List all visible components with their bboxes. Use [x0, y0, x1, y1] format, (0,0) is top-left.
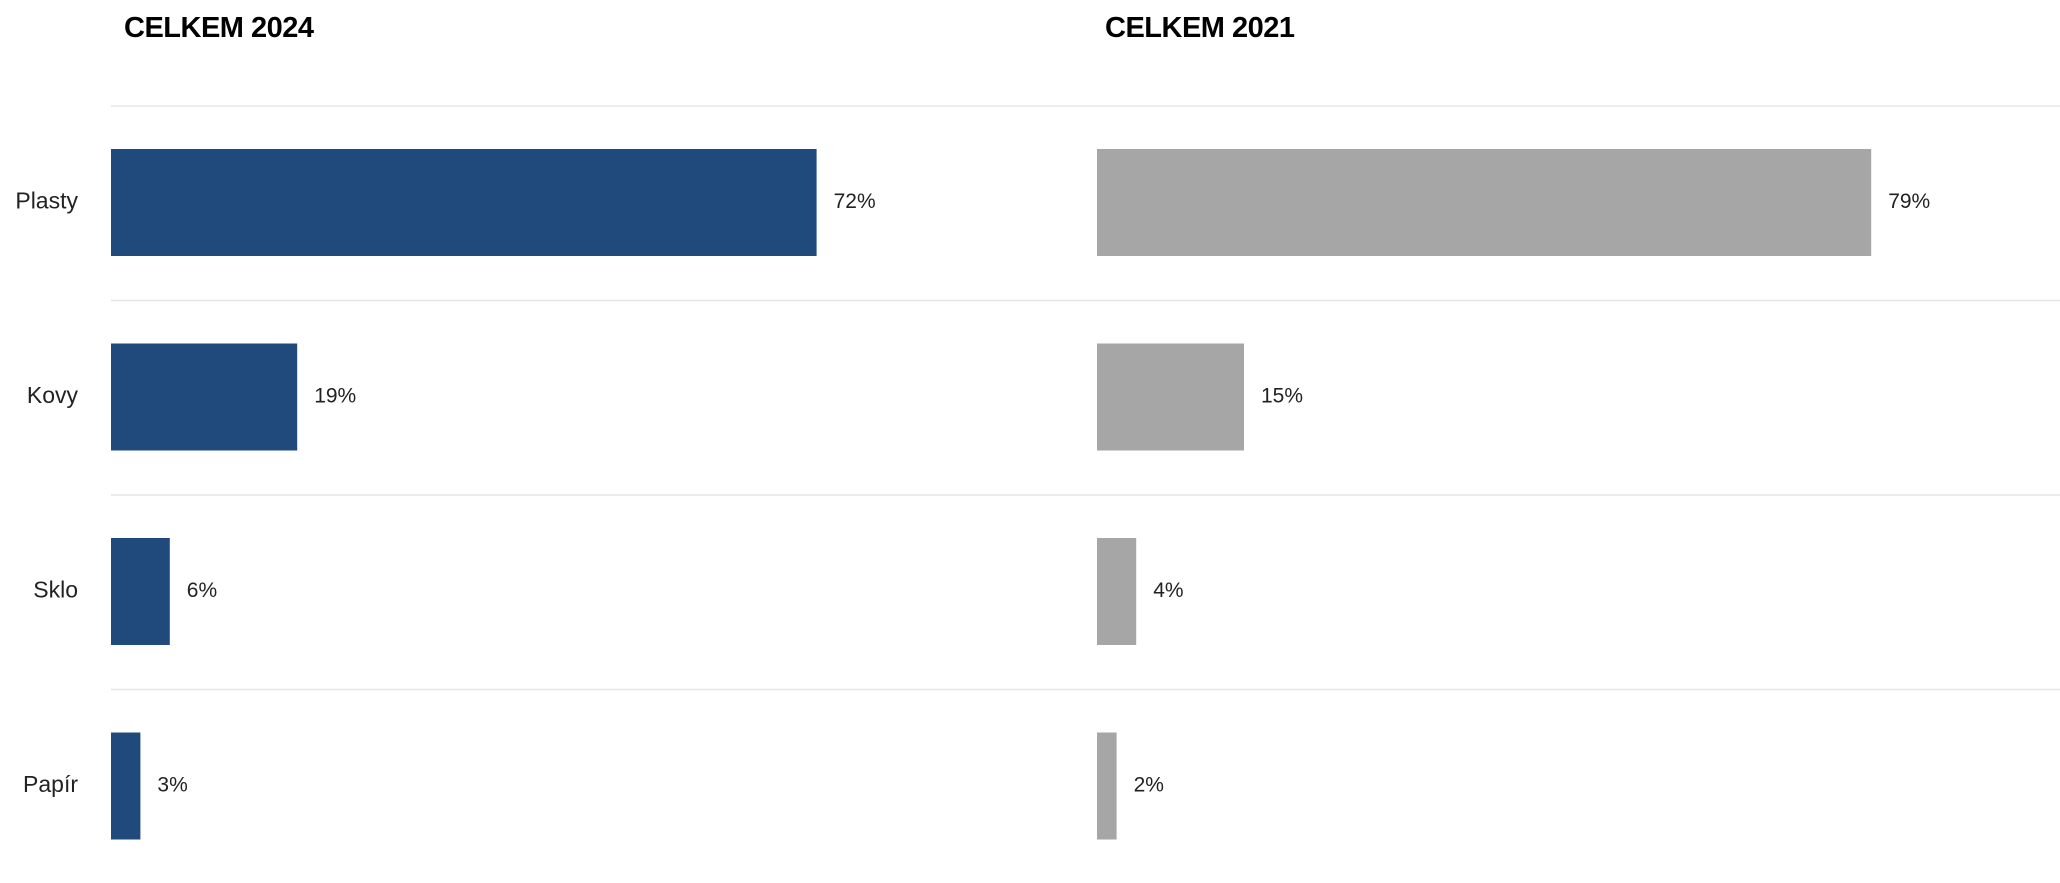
value-label-celkem-2021-papir: 2% [1134, 774, 1164, 797]
bar-celkem-2021-kovy [1097, 343, 1244, 451]
value-label-celkem-2021-kovy: 15% [1261, 385, 1303, 408]
category-label-plasty: Plasty [15, 188, 78, 214]
row-separators [111, 105, 2060, 691]
category-label-sklo: Sklo [33, 577, 78, 603]
value-label-celkem-2024-sklo: 6% [187, 579, 217, 602]
bar-celkem-2021-plasty [1097, 149, 1872, 256]
value-label-celkem-2024-kovy: 19% [314, 385, 356, 408]
value-label-celkem-2024-plasty: 72% [834, 190, 876, 213]
category-label-papir: Papír [23, 771, 78, 797]
category-label-kovy: Kovy [27, 382, 79, 408]
category-labels: Plasty Kovy Sklo Papír [15, 188, 78, 798]
bars [111, 149, 1872, 840]
value-label-celkem-2021-sklo: 4% [1153, 579, 1183, 602]
panel-title-celkem-2024: CELKEM 2024 [124, 12, 314, 44]
value-labels: 72% 19% 6% 3% 79% 15% 4% 2% [157, 190, 1930, 797]
bar-celkem-2021-papir [1097, 732, 1117, 840]
panel-titles: CELKEM 2024 CELKEM 2021 [124, 12, 1295, 44]
panel-title-celkem-2021: CELKEM 2021 [1105, 12, 1295, 44]
value-label-celkem-2021-plasty: 79% [1888, 190, 1930, 213]
value-label-celkem-2024-papir: 3% [157, 774, 187, 797]
bar-celkem-2024-kovy [111, 343, 298, 451]
bar-celkem-2024-papir [111, 732, 141, 840]
bar-celkem-2024-plasty [111, 149, 817, 256]
bar-celkem-2024-sklo [111, 538, 170, 645]
bar-celkem-2021-sklo [1097, 538, 1137, 645]
